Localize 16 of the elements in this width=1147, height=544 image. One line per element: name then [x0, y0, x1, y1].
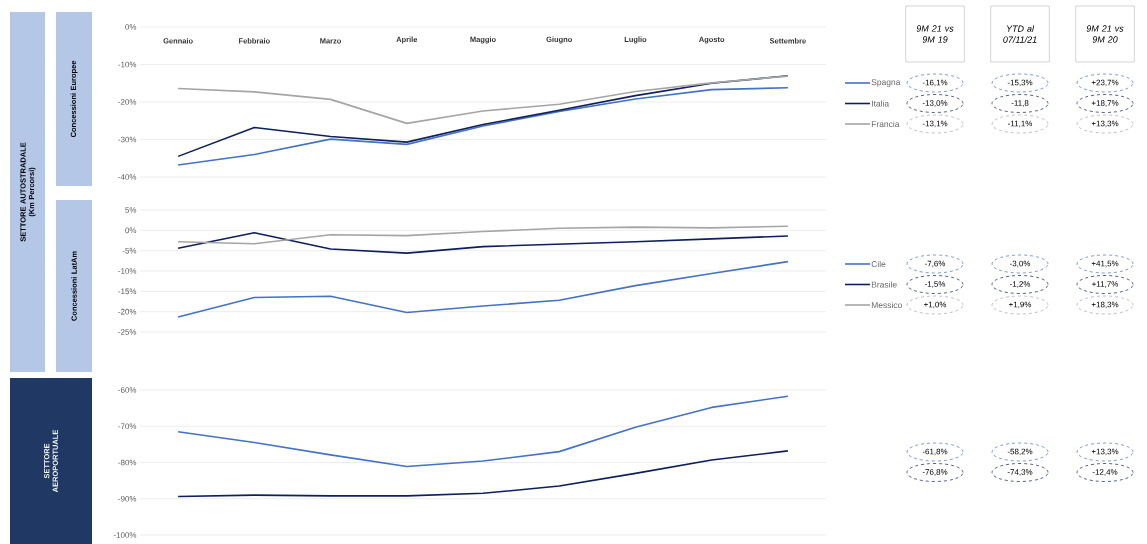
text: 9M 21 vs 9M 20: [1086, 25, 1124, 43]
line-series: [177, 74, 789, 158]
legend-label: Brasile: [871, 281, 897, 288]
line-series: [177, 75, 789, 125]
line-series: [177, 450, 789, 498]
legend-label: Italia: [871, 100, 890, 107]
line-series: [177, 86, 789, 166]
text: 9M 21 vs 9M 19: [916, 25, 954, 43]
legend-label: Messico: [871, 301, 902, 309]
line-series: [177, 225, 789, 245]
legend-label: Spagna: [871, 79, 901, 87]
text: YTD al 07/11/21: [1003, 25, 1037, 43]
legend-label: Francia: [871, 120, 900, 128]
line-series: [177, 395, 789, 468]
legend-label: Cile: [871, 260, 886, 268]
line-series: [177, 260, 789, 318]
